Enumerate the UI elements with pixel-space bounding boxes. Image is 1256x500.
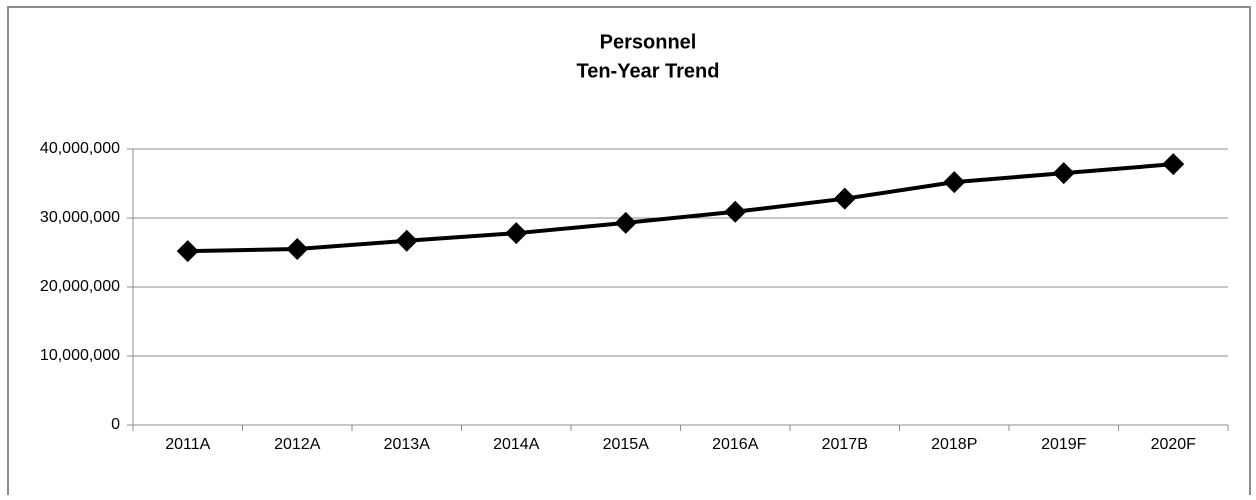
marker — [943, 171, 966, 194]
marker — [833, 187, 856, 210]
marker — [614, 211, 637, 234]
marker — [724, 200, 747, 223]
x-tick-label: 2016A — [712, 436, 759, 453]
marker — [395, 229, 418, 252]
y-tick-label: 20,000,000 — [40, 278, 120, 295]
x-tick-label: 2013A — [384, 436, 431, 453]
y-tick-label: 40,000,000 — [40, 140, 120, 157]
marker — [176, 240, 199, 263]
line — [187, 162, 1174, 254]
y-tick-label: 10,000,000 — [40, 347, 120, 364]
x-tick-label: 2019F — [1041, 436, 1087, 453]
x-tick-label: 2011A — [165, 436, 210, 453]
x-tick-label: 2018P — [931, 436, 977, 453]
chart-title: Personnel — [600, 31, 697, 53]
x-tick-label: 2014A — [493, 436, 540, 453]
marker — [1052, 162, 1075, 185]
y-tick-label: 0 — [111, 416, 120, 433]
marker — [286, 238, 309, 261]
marker — [1162, 153, 1185, 176]
x-tick-label: 2012A — [274, 436, 321, 453]
marker — [505, 222, 528, 245]
chart-subtitle: Ten-Year Trend — [576, 60, 719, 82]
x-tick-label: 2020F — [1151, 436, 1197, 453]
x-tick-label: 2017B — [822, 436, 868, 453]
x-tick-label: 2015A — [603, 436, 650, 453]
y-tick-label: 30,000,000 — [40, 209, 120, 226]
